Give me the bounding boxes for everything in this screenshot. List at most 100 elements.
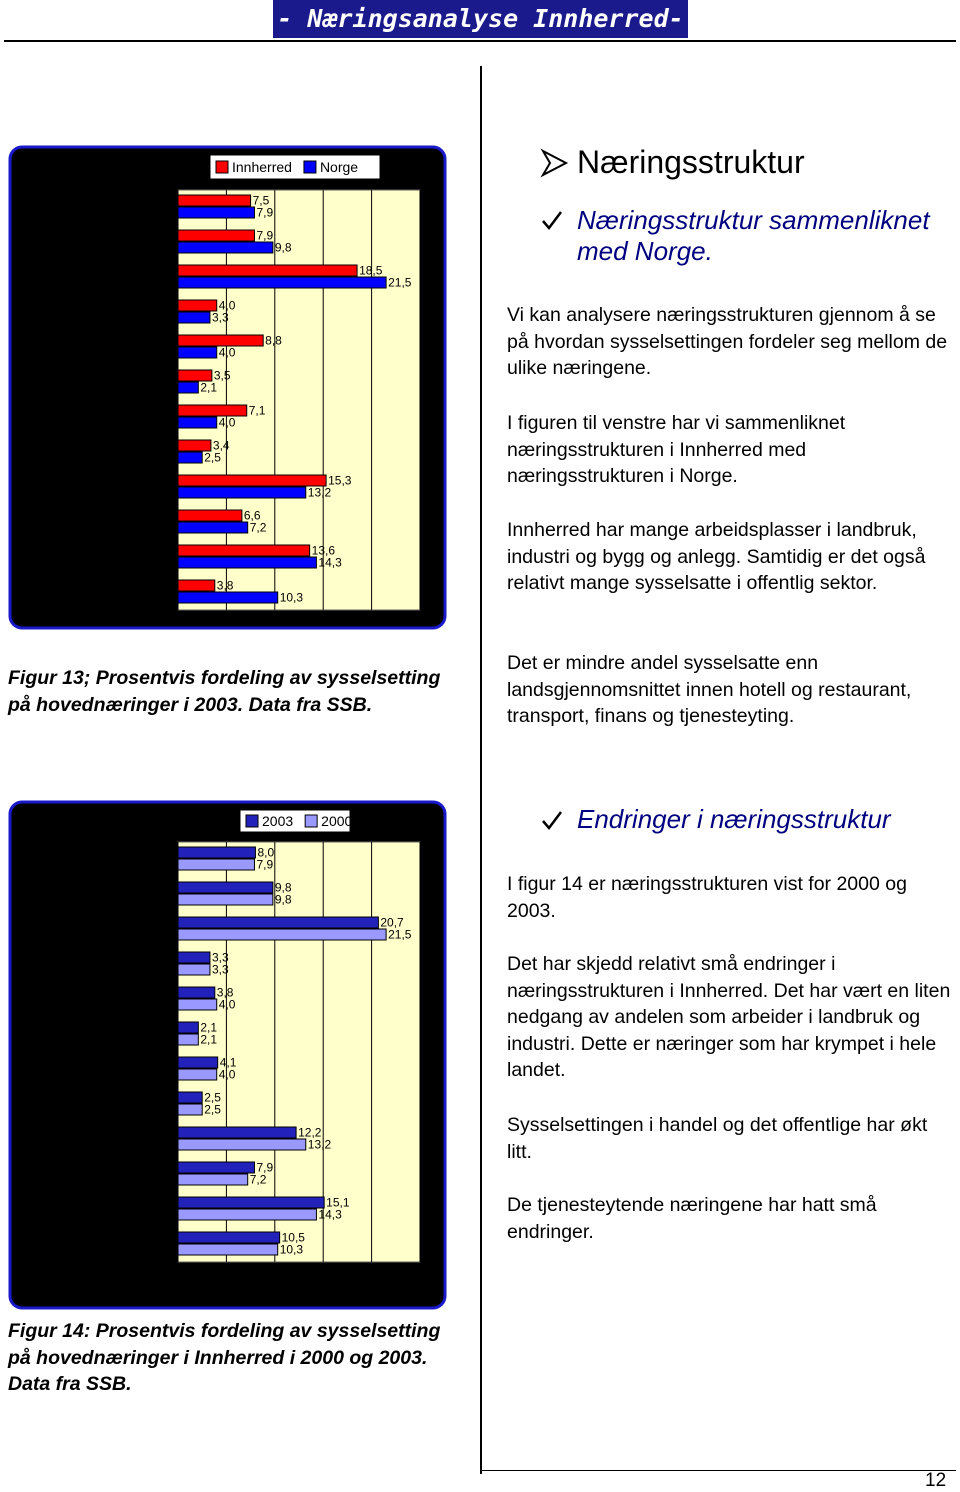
bar <box>177 1068 218 1081</box>
data-label: 7,9 <box>256 858 273 872</box>
data-label: 14,3 <box>318 1208 342 1222</box>
data-label: 15,3 <box>328 474 352 488</box>
data-label: 7,2 <box>250 1173 267 1187</box>
subheading: Næringsstruktur sammenliknet med Norge. <box>577 205 930 266</box>
figure-caption: Figur 13; Prosentvis fordeling av syssel… <box>8 667 441 716</box>
check-bullet <box>542 811 562 830</box>
bar <box>177 404 248 417</box>
data-label: 3,5 <box>214 369 231 383</box>
paragraph: I figur 14 er næringsstrukturen vist for… <box>507 873 907 922</box>
legend-swatch <box>215 160 229 174</box>
bar <box>177 544 311 557</box>
bar <box>177 963 211 976</box>
header-title: - Næringsanalyse Innherred- <box>273 0 688 38</box>
bar <box>177 1138 307 1151</box>
bar <box>177 451 203 464</box>
bar <box>177 1243 279 1256</box>
data-label: 18,5 <box>359 264 383 278</box>
bar <box>177 334 264 347</box>
data-label: 2,5 <box>204 1103 221 1117</box>
data-label: 13,2 <box>308 486 332 500</box>
data-label: 7,5 <box>253 194 270 208</box>
bar <box>177 986 216 999</box>
data-label: 10,3 <box>280 1243 304 1257</box>
bar <box>177 229 255 242</box>
bar <box>177 928 387 941</box>
legend-swatch <box>245 814 259 828</box>
legend-box <box>209 154 381 180</box>
plot-area <box>177 841 421 1263</box>
bar <box>177 346 218 359</box>
figure-caption: Figur 14: Prosentvis fordeling av syssel… <box>8 1320 441 1395</box>
legend-label: Norge <box>320 159 358 175</box>
data-label: 13,2 <box>308 1138 332 1152</box>
bar <box>177 509 243 522</box>
paragraph: Innherred har mange arbeidsplasser i lan… <box>507 519 926 594</box>
subheading: Endringer i næringsstruktur <box>577 804 891 834</box>
data-label: 7,9 <box>256 206 273 220</box>
data-label: 10,5 <box>282 1231 306 1245</box>
data-label: 21,5 <box>388 928 412 942</box>
data-label: 2,5 <box>204 1091 221 1105</box>
paragraph: I figuren til venstre har vi sammenlikne… <box>507 412 846 487</box>
bar <box>177 474 327 487</box>
legend-label: Innherred <box>232 159 292 175</box>
bar <box>177 591 279 604</box>
page-number: 12 <box>925 1470 947 1491</box>
chart-figure-13: 7,57,918,54,08,83,57,13,415,36,613,63,87… <box>8 145 447 630</box>
data-label: 3,3 <box>212 963 229 977</box>
bar <box>177 276 387 289</box>
data-label: 3,8 <box>217 986 234 1000</box>
data-label: 15,1 <box>326 1196 350 1210</box>
bar <box>177 1091 203 1104</box>
data-label: 2,1 <box>200 381 217 395</box>
bar <box>177 556 317 569</box>
paragraph: Det har skjedd relativt små endringer i … <box>507 953 951 1081</box>
data-label: 7,1 <box>249 404 266 418</box>
data-label: 6,6 <box>244 509 261 523</box>
paragraph: Sysselsettingen i handel og det offentli… <box>507 1114 928 1163</box>
bar <box>177 299 218 312</box>
data-label: 2,1 <box>200 1033 217 1047</box>
bar <box>177 1231 281 1244</box>
data-label: 2,5 <box>204 451 221 465</box>
paragraph: Vi kan analysere næringsstrukturen gjenn… <box>507 304 948 379</box>
bar <box>177 893 274 906</box>
data-label: 4,0 <box>219 1068 236 1082</box>
bar <box>177 1033 199 1046</box>
plot-area <box>177 189 421 611</box>
bar <box>177 241 274 254</box>
bar <box>177 858 255 871</box>
arrow-bullet <box>540 148 569 178</box>
bar <box>177 1056 219 1069</box>
chart-figure-14: 8,09,820,73,33,82,14,12,512,27,915,110,5… <box>8 800 447 1310</box>
bar <box>177 1021 199 1034</box>
data-label: 4,0 <box>219 346 236 360</box>
footer-rule <box>480 1470 956 1471</box>
data-label: 10,3 <box>280 591 304 605</box>
paragraph: De tjenesteytende næringene har hatt små… <box>507 1194 877 1243</box>
bar <box>177 1103 203 1116</box>
bar <box>177 1196 325 1209</box>
data-label: 4,1 <box>220 1056 237 1070</box>
data-label: 2,1 <box>200 1021 217 1035</box>
bar <box>177 1161 255 1174</box>
data-label: 3,3 <box>212 311 229 325</box>
bar <box>177 846 256 859</box>
bar <box>177 381 199 394</box>
data-label: 7,9 <box>256 1161 273 1175</box>
data-label: 9,8 <box>275 241 292 255</box>
legend-label: 2003 <box>262 813 293 829</box>
bar <box>177 998 218 1011</box>
bar <box>177 264 358 277</box>
data-label: 8,0 <box>257 846 274 860</box>
bar <box>177 369 213 382</box>
section-heading: Næringsstruktur <box>577 144 805 180</box>
data-label: 12,2 <box>298 1126 322 1140</box>
data-label: 4,0 <box>219 299 236 313</box>
bar <box>177 486 307 499</box>
data-label: 13,6 <box>312 544 336 558</box>
bar <box>177 1173 249 1186</box>
bar <box>177 1208 317 1221</box>
